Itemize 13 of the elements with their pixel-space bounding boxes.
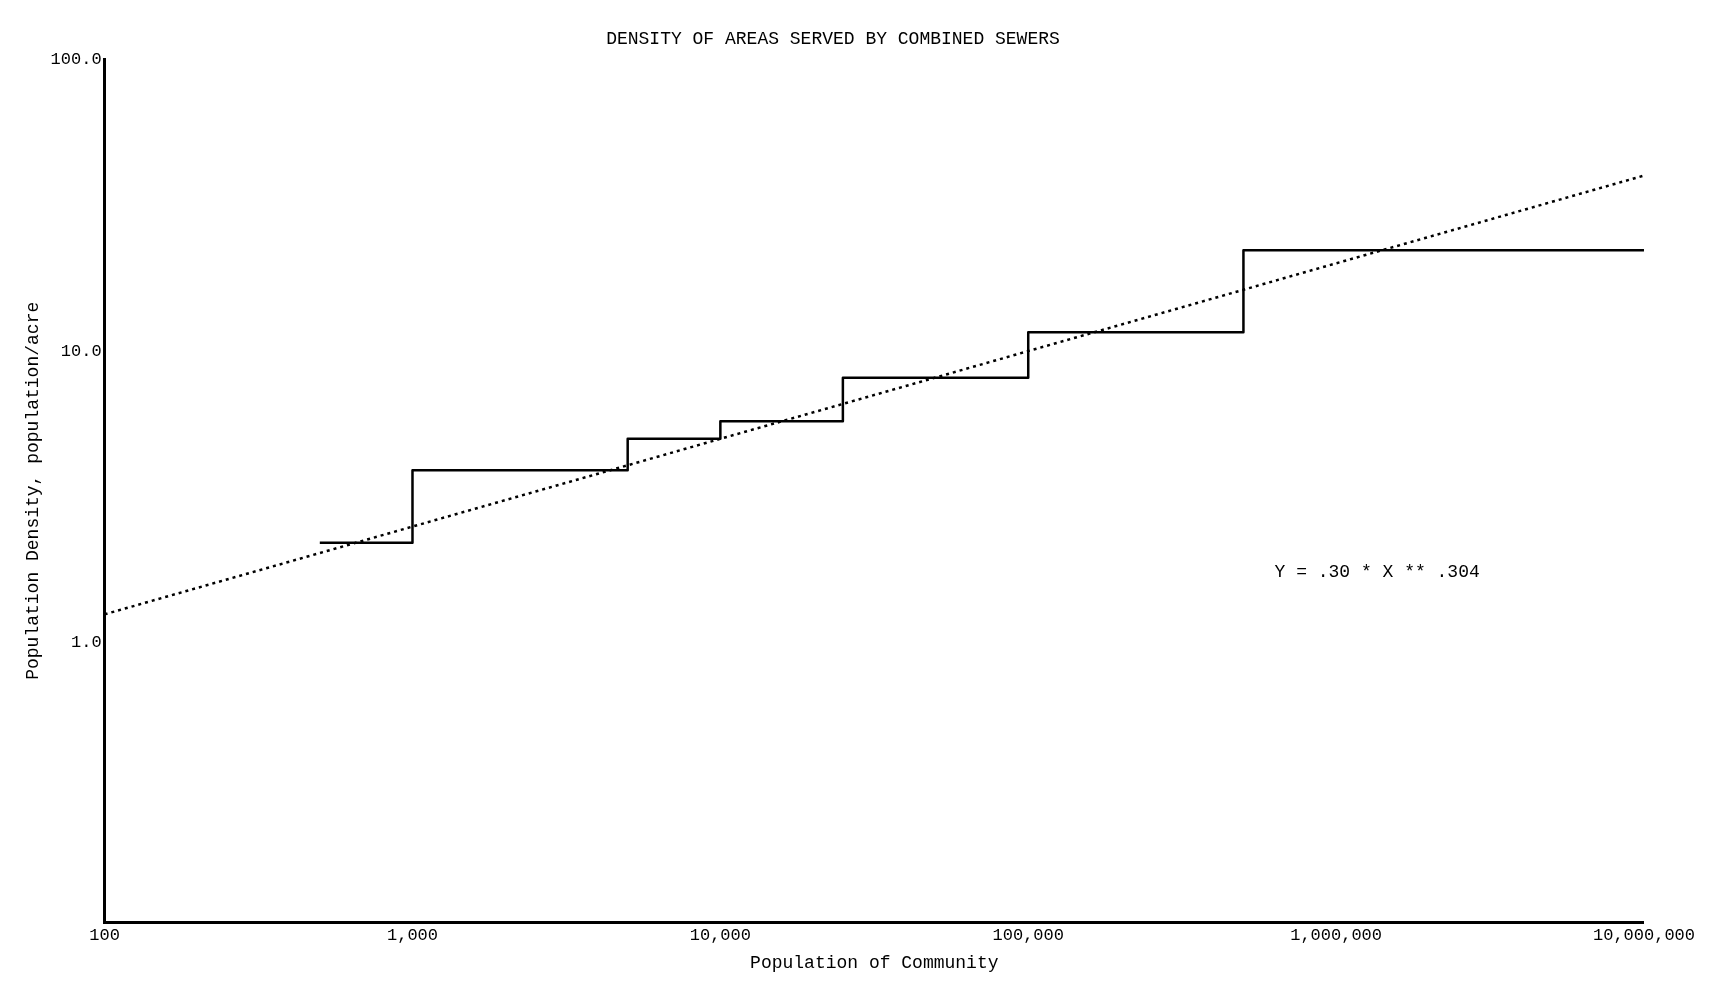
x-axis-title: Population of Community	[750, 952, 999, 973]
x-tick-label: 10,000	[689, 925, 751, 945]
x-tick-label: 100	[89, 925, 120, 945]
y-tick-label: 10.0	[60, 341, 102, 361]
chart-title: DENSITY OF AREAS SERVED BY COMBINED SEWERS	[606, 28, 1060, 49]
y-tick-label: 100.0	[50, 50, 102, 70]
x-tick-label: 10,000,000	[1592, 925, 1696, 945]
x-tick-label: 1,000,000	[1290, 925, 1383, 945]
x-tick-label: 1,000	[386, 925, 438, 945]
x-tick-label: 100,000	[992, 925, 1064, 945]
y-axis-title: Population Density, population/acre	[22, 301, 43, 680]
annotation: Y = .30 * X ** .304	[1274, 562, 1480, 583]
y-tick-label: 1.0	[71, 633, 102, 653]
